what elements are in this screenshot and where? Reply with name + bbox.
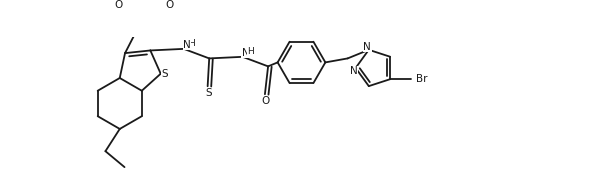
Text: O: O — [114, 0, 123, 10]
Text: H: H — [188, 39, 195, 48]
Text: O: O — [166, 0, 174, 10]
Text: S: S — [161, 69, 168, 79]
Text: N: N — [350, 66, 358, 76]
Text: N: N — [364, 42, 371, 52]
Text: N: N — [242, 48, 250, 58]
Text: O: O — [262, 96, 270, 106]
Text: S: S — [205, 88, 212, 98]
Text: H: H — [247, 47, 254, 56]
Text: N: N — [183, 40, 191, 50]
Text: Br: Br — [416, 74, 428, 84]
